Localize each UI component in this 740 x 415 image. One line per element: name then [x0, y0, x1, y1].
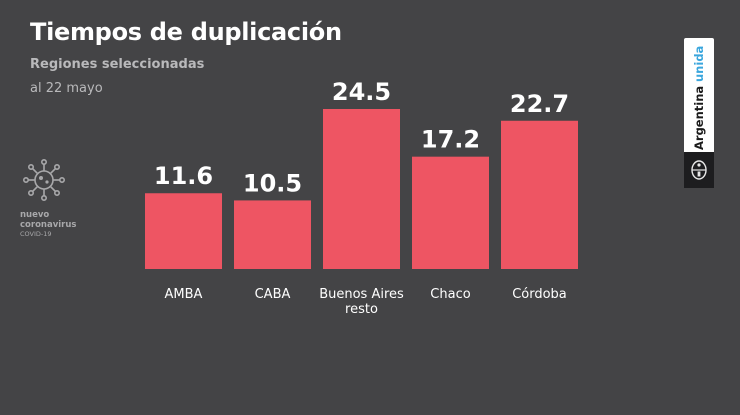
logo-line-1: nuevo [20, 210, 50, 220]
covid-logo: nuevo coronavirus COVID-19 [20, 158, 100, 239]
bar-value-label-4: 17.2 [421, 126, 480, 154]
bar-value-label-3: 24.5 [332, 78, 391, 106]
virus-icon [22, 158, 65, 201]
badge-seal [684, 152, 714, 188]
bar-2 [234, 200, 311, 269]
category-label-1: AMBA [165, 287, 203, 302]
bar-4 [412, 156, 489, 269]
coat-of-arms-icon [691, 160, 707, 180]
bar-value-label-5: 22.7 [510, 90, 569, 118]
category-label-2: CABA [255, 287, 291, 302]
category-label-5: Córdoba [512, 287, 567, 302]
chart-subtitle: Regiones seleccionadas [30, 57, 205, 72]
category-label-3-line-2: resto [345, 302, 378, 317]
category-label-4: Chaco [430, 287, 470, 302]
bar-value-label-2: 10.5 [243, 169, 302, 197]
bar-3 [323, 109, 400, 269]
badge-word-1: Argentina [692, 85, 706, 150]
category-label-3-line-1: Buenos Aires [319, 287, 404, 302]
bar-1 [145, 193, 222, 269]
bar-value-label-1: 11.6 [154, 162, 213, 190]
bar-5 [501, 120, 578, 270]
chart-date: al 22 mayo [30, 81, 103, 96]
badge-word-2: unida [692, 45, 706, 82]
chart-title: Tiempos de duplicación [30, 18, 342, 46]
logo-line-2: coronavirus [20, 220, 77, 230]
argentina-unida-badge: Argentina unida [684, 38, 714, 188]
logo-line-3: COVID-19 [20, 230, 52, 238]
